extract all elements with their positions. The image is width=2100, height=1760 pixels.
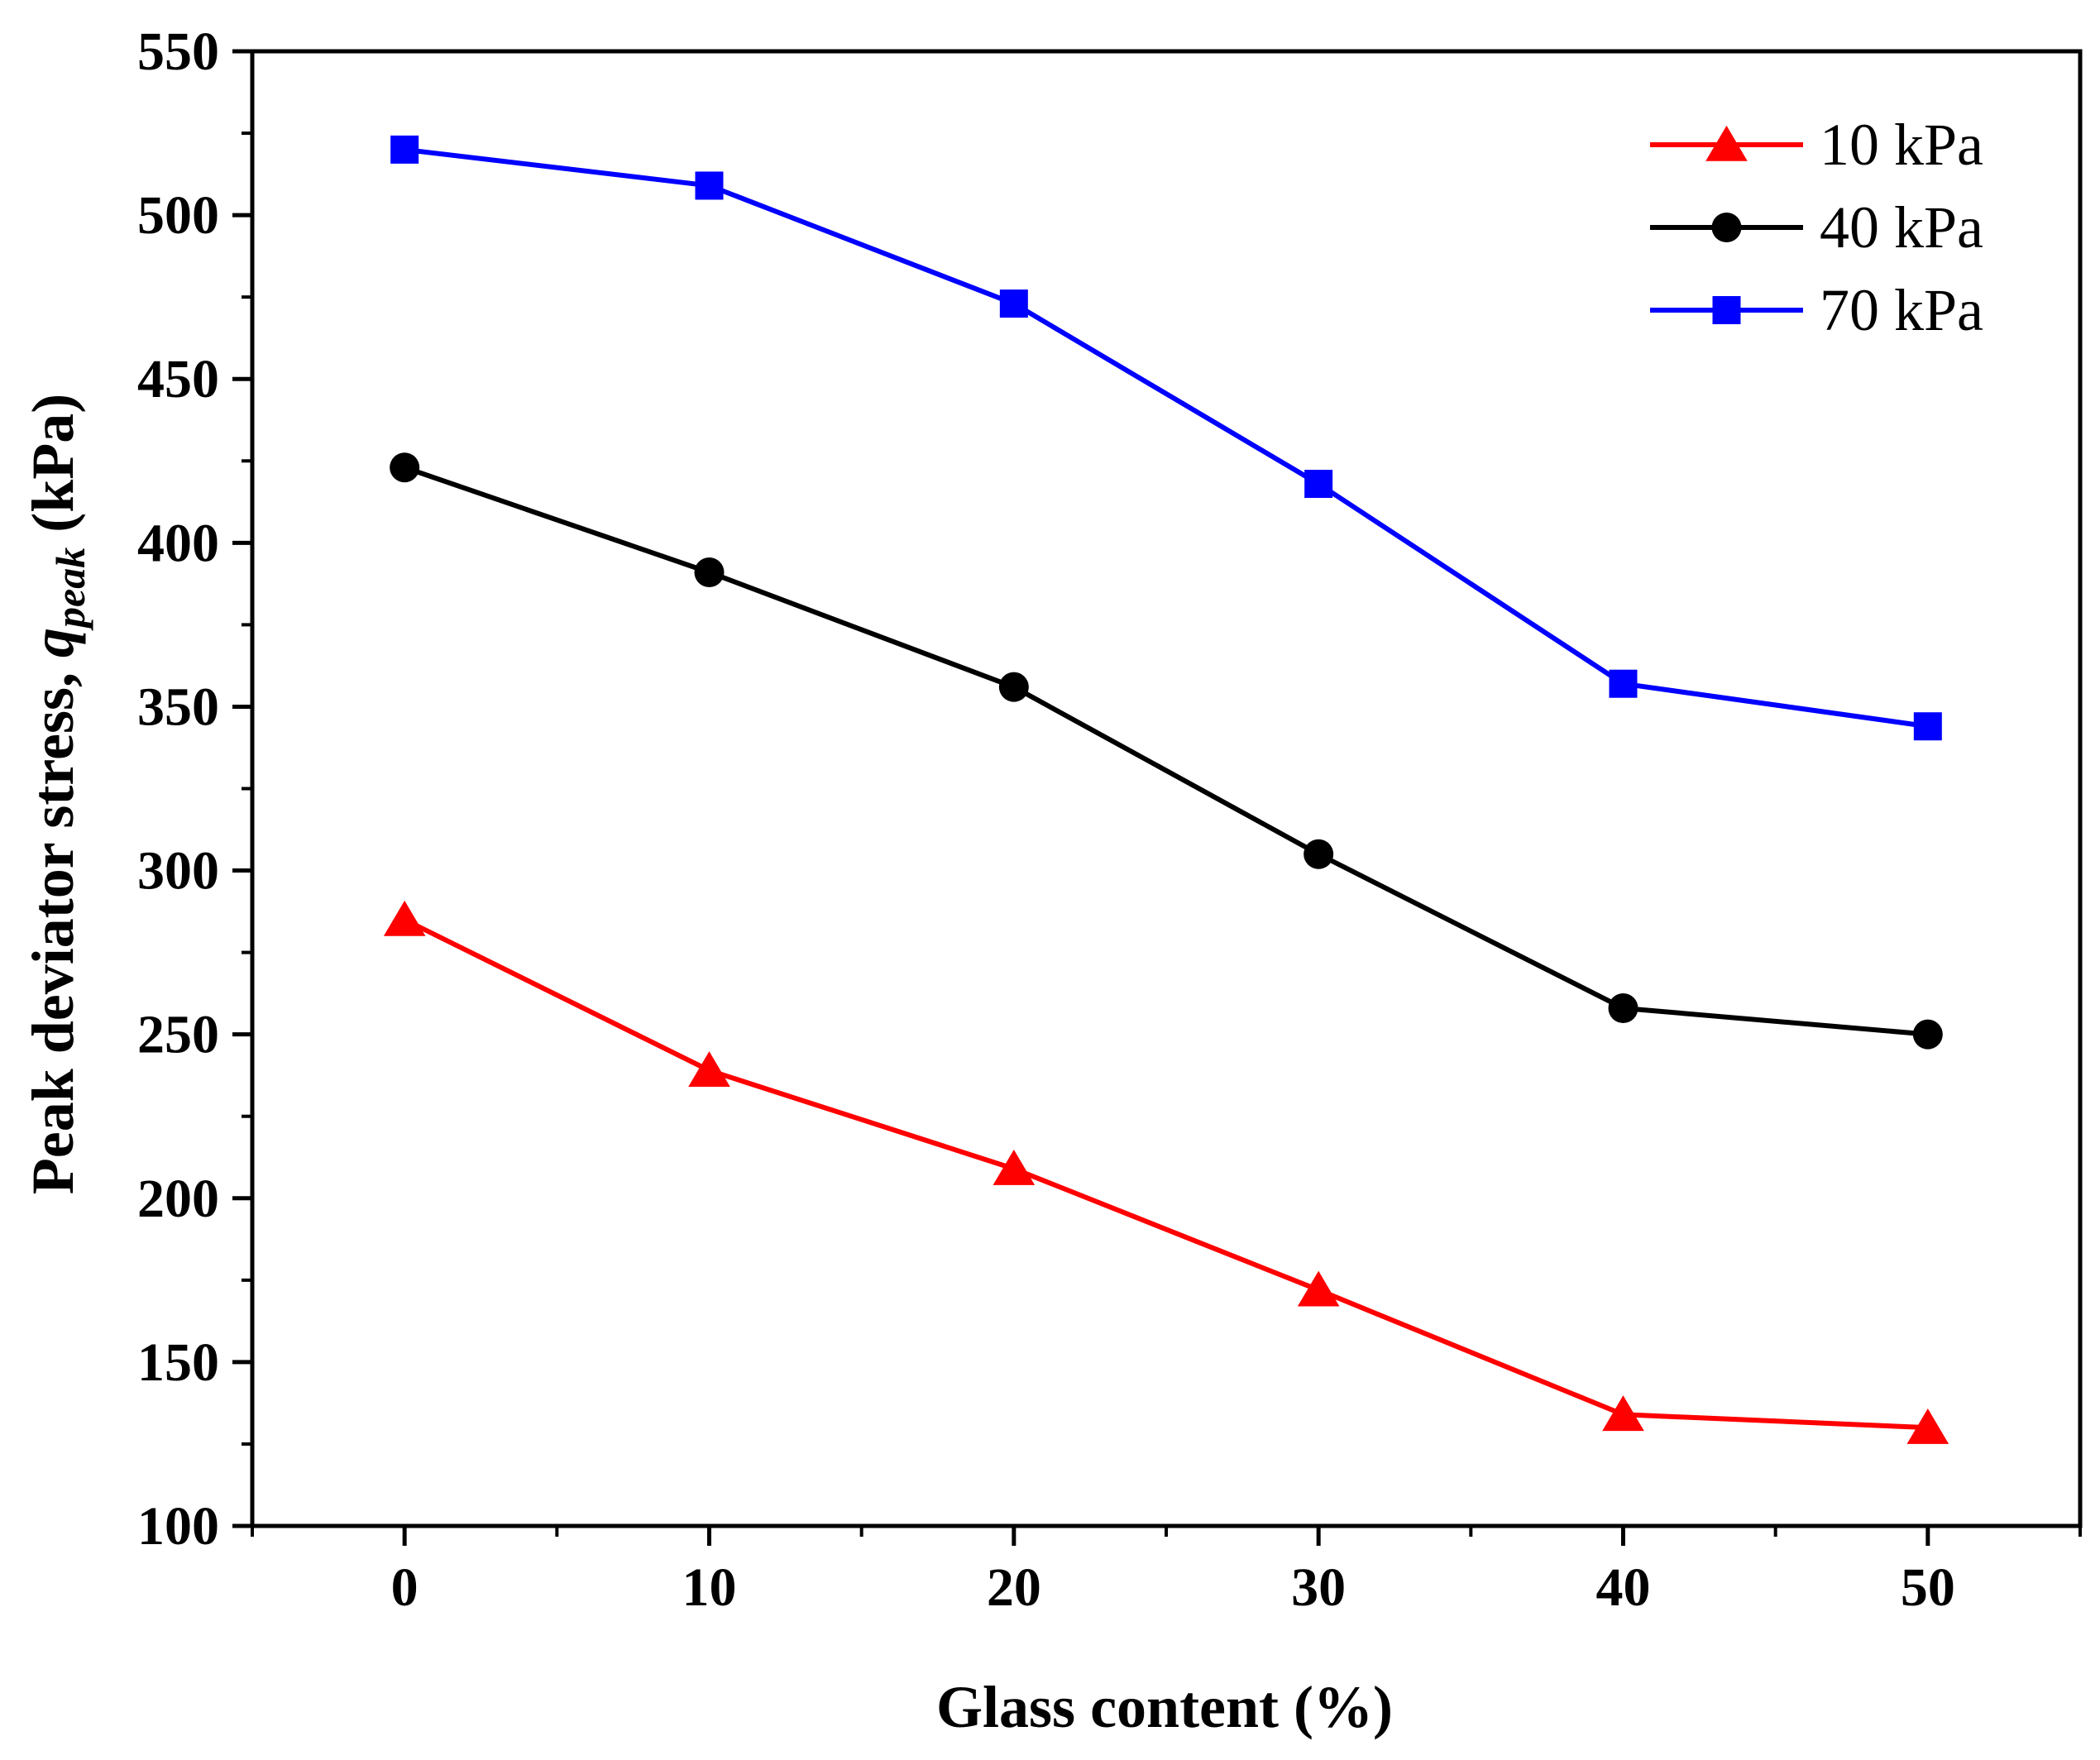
data-point-40-kpa-30 bbox=[1304, 839, 1334, 869]
data-point-70-kpa-20 bbox=[999, 289, 1028, 318]
y-tick-label-250: 250 bbox=[137, 1005, 219, 1065]
data-point-10-kpa-0 bbox=[383, 900, 426, 936]
series-lines bbox=[403, 146, 1929, 1431]
x-tick-label-20: 20 bbox=[987, 1557, 1041, 1618]
series-markers bbox=[383, 135, 1949, 1444]
legend-label-10-kpa: 10 kPa bbox=[1820, 112, 1983, 178]
x-tick-label-0: 0 bbox=[391, 1557, 419, 1618]
y-tick-label-150: 150 bbox=[137, 1332, 219, 1393]
series-line-70-kpa bbox=[404, 146, 1929, 729]
legend-label-40-kpa: 40 kPa bbox=[1820, 194, 1983, 261]
y-tick-label-550: 550 bbox=[137, 22, 219, 82]
y-axis-title-main: Peak deviator stress, bbox=[20, 658, 86, 1194]
data-point-40-kpa-20 bbox=[998, 672, 1029, 702]
y-axis-title-unit: (kPa) bbox=[20, 394, 86, 548]
data-point-70-kpa-30 bbox=[1304, 470, 1333, 499]
y-tick-label-350: 350 bbox=[137, 677, 219, 737]
y-tick-label-200: 200 bbox=[137, 1169, 219, 1229]
y-axis-title-symbol: q bbox=[20, 628, 86, 658]
series-line-40-kpa bbox=[404, 465, 1929, 1037]
data-point-10-kpa-40 bbox=[1602, 1395, 1644, 1432]
legend-marker-10-kpa bbox=[1705, 125, 1748, 161]
legend: 10 kPa 40 kPa 70 kPa bbox=[1650, 112, 1983, 343]
legend-label-70-kpa: 70 kPa bbox=[1820, 277, 1983, 343]
legend-marker-40-kpa bbox=[1711, 213, 1742, 242]
data-point-40-kpa-40 bbox=[1608, 992, 1638, 1023]
x-axis: 0 10 20 30 40 50 bbox=[391, 1526, 1955, 1618]
data-point-10-kpa-50 bbox=[1906, 1408, 1949, 1444]
data-point-40-kpa-0 bbox=[390, 452, 420, 483]
y-tick-label-500: 500 bbox=[137, 185, 219, 246]
y-axis-title: Peak deviator stress, qpeak (kPa) bbox=[20, 394, 93, 1194]
data-point-40-kpa-50 bbox=[1912, 1019, 1943, 1050]
x-tick-label-10: 10 bbox=[682, 1557, 737, 1618]
y-tick-label-400: 400 bbox=[137, 513, 219, 573]
data-point-70-kpa-0 bbox=[390, 135, 419, 164]
data-point-70-kpa-10 bbox=[695, 171, 724, 200]
data-point-70-kpa-50 bbox=[1913, 712, 1942, 741]
y-tick-label-100: 100 bbox=[137, 1496, 219, 1557]
x-tick-label-50: 50 bbox=[1901, 1557, 1955, 1618]
y-axis-title-subscript: peak bbox=[47, 548, 93, 631]
y-tick-label-450: 450 bbox=[137, 349, 219, 409]
y-axis: 100 150 200 250 300 350 400 450 500 550 bbox=[137, 22, 252, 1557]
series-line-10-kpa bbox=[403, 917, 1928, 1431]
minor-ticks bbox=[242, 132, 2082, 1537]
data-point-10-kpa-30 bbox=[1297, 1270, 1340, 1307]
x-tick-label-40: 40 bbox=[1596, 1557, 1651, 1618]
y-tick-label-300: 300 bbox=[137, 841, 219, 902]
data-point-40-kpa-10 bbox=[694, 557, 725, 587]
legend-marker-70-kpa bbox=[1712, 296, 1741, 324]
data-point-10-kpa-20 bbox=[993, 1150, 1036, 1185]
x-axis-title: Glass content (%) bbox=[936, 1674, 1393, 1740]
data-point-70-kpa-40 bbox=[1609, 669, 1638, 698]
data-point-10-kpa-10 bbox=[688, 1051, 730, 1088]
x-tick-label-30: 30 bbox=[1291, 1557, 1346, 1618]
